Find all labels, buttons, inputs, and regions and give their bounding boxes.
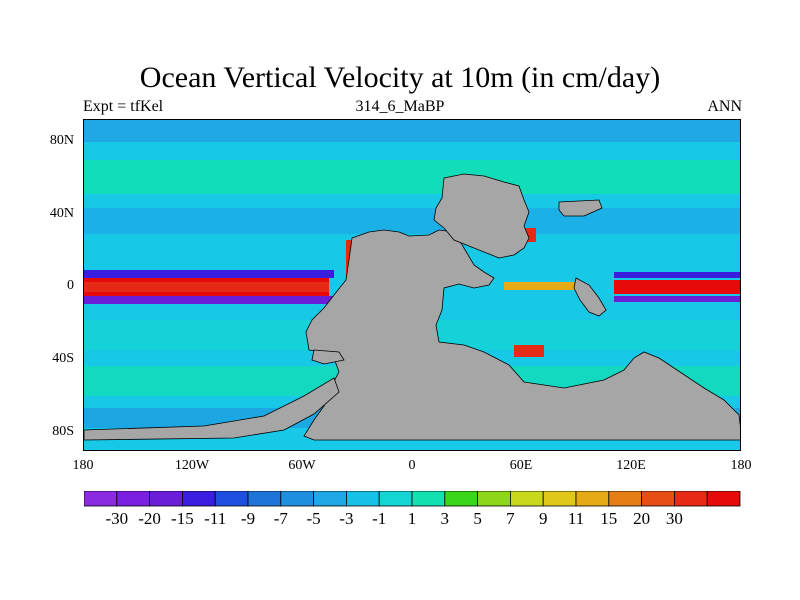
colorbar-label-8: -1 — [372, 509, 387, 528]
colorbar-box-15 — [575, 491, 610, 507]
colorbar-box-14 — [542, 491, 577, 507]
colorbar-box-5 — [247, 491, 282, 507]
lat-tick-0: 0 — [67, 278, 74, 293]
map-plot — [83, 119, 741, 451]
colorbar-label-7: -3 — [339, 509, 354, 528]
lon-tick-60e: 60E — [509, 458, 533, 473]
period-label: 314_6_MaBP — [355, 98, 445, 115]
colorbar-label-5: -7 — [273, 509, 288, 528]
tethys-upwelling — [504, 282, 584, 290]
lat-tick-40s: 40S — [52, 351, 74, 366]
band-north-mid — [84, 208, 740, 234]
equatorial-downwelling-south — [84, 296, 334, 304]
colorbar-box-16 — [608, 491, 642, 507]
lon-tick-120w: 120W — [174, 458, 210, 473]
equatorial-downwelling-east — [614, 272, 740, 278]
colorbar-label-1: -20 — [138, 509, 161, 528]
colorbar-box-12 — [477, 491, 511, 507]
colorbar-label-11: 5 — [473, 509, 482, 528]
colorbar-label-4: -9 — [240, 509, 256, 528]
colorbar-label-10: 3 — [440, 509, 450, 528]
colorbar-box-13 — [509, 491, 544, 507]
colorbar-label-12: 7 — [506, 509, 515, 528]
coastal-upwelling-south — [514, 345, 544, 357]
colorbar-label-15: 15 — [600, 509, 618, 528]
lat-tick-80n: 80N — [49, 133, 74, 148]
colorbar-label-3: -11 — [204, 509, 227, 528]
colorbar-box-4 — [214, 491, 249, 507]
colorbar-box-7 — [313, 491, 347, 507]
colorbar-box-9 — [378, 491, 413, 507]
equatorial-downwelling-north — [84, 270, 334, 278]
island-chain-east — [573, 277, 607, 317]
lat-tick-80s: 80S — [52, 424, 74, 439]
colorbar-box-0 — [84, 491, 118, 507]
map-title: Ocean Vertical Velocity at 10m (in cm/da… — [139, 61, 661, 94]
lat-tick-40n: 40N — [49, 206, 74, 221]
lon-tick-180w: 180 — [72, 458, 94, 473]
colorbar-box-3 — [182, 491, 216, 507]
island-peninsula-east — [558, 199, 603, 217]
colorbar-label-14: 11 — [567, 509, 585, 528]
equatorial-downwelling-east-south — [614, 296, 740, 302]
colorbar-box-11 — [444, 491, 478, 507]
lon-tick-180e: 180 — [730, 458, 752, 473]
colorbar-box-19 — [706, 491, 741, 507]
colorbar-label-6: -5 — [306, 509, 321, 528]
equatorial-upwelling-core — [84, 282, 329, 292]
colorbar-label-0: -30 — [105, 509, 129, 528]
land-strip-south-west — [84, 377, 340, 441]
colorbar-box-10 — [411, 491, 446, 507]
colorbar — [84, 491, 741, 507]
colorbar-label-9: 1 — [407, 509, 417, 528]
colorbar-label-2: -15 — [171, 509, 194, 528]
lon-tick-0: 0 — [408, 458, 416, 473]
lon-tick-60w: 60W — [288, 458, 316, 473]
band-arctic — [84, 120, 740, 142]
colorbar-box-6 — [280, 491, 315, 507]
colorbar-box-2 — [149, 491, 183, 507]
experiment-label: Expt = tfKel — [83, 98, 164, 115]
season-label: ANN — [707, 98, 742, 115]
land-small-south — [311, 349, 345, 365]
continent-north — [433, 173, 530, 259]
colorbar-box-18 — [674, 491, 708, 507]
equatorial-upwelling-east — [614, 280, 740, 294]
colorbar-label-17: 30 — [665, 509, 683, 528]
lon-tick-120e: 120E — [616, 458, 646, 473]
colorbar-label-16: 20 — [633, 509, 651, 528]
map-svg — [84, 120, 740, 450]
land-masses — [84, 173, 740, 441]
colorbar-box-17 — [641, 491, 675, 507]
colorbar-label-13: 9 — [538, 509, 548, 528]
colorbar-box-1 — [116, 491, 150, 507]
band-north-subtropic — [84, 160, 740, 194]
colorbar-box-8 — [345, 491, 380, 507]
